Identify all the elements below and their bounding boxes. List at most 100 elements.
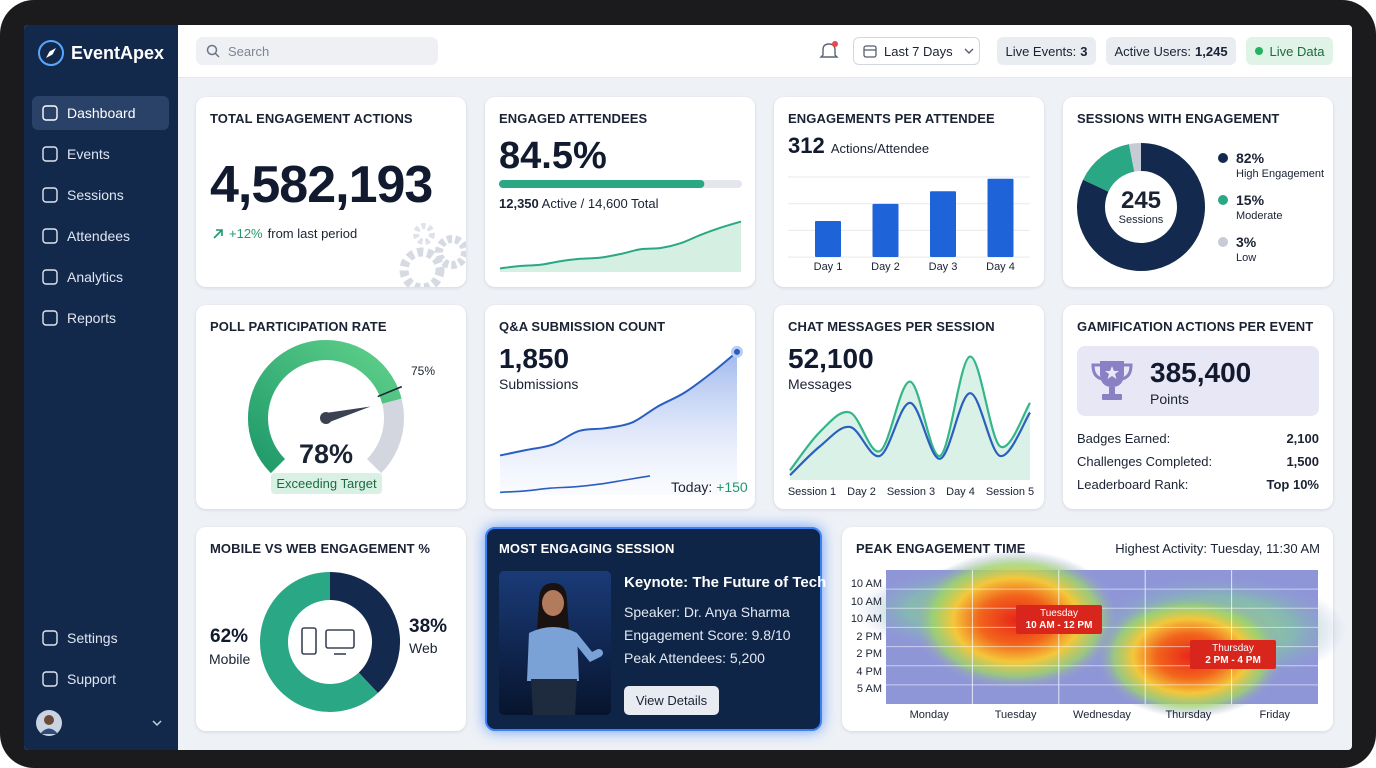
qa-unit: Submissions xyxy=(499,376,579,392)
avatar-head xyxy=(44,715,54,725)
trophy-base xyxy=(1102,394,1122,400)
nav-item[interactable]: Reports xyxy=(32,301,169,335)
donut-segment xyxy=(1083,144,1136,193)
card-chat: CHAT MESSAGES PER SESSION Session 1 Day 2… xyxy=(774,305,1044,509)
screen: EventApex Dashboard Events Sessions Attende… xyxy=(24,25,1352,750)
today-label: Today: xyxy=(671,479,713,495)
nav-item[interactable]: Dashboard xyxy=(32,96,169,130)
view-details-button[interactable]: View Details xyxy=(624,686,719,715)
avatar[interactable] xyxy=(36,710,62,736)
nav-label: Analytics xyxy=(67,269,124,285)
chip-label: Live Events: xyxy=(1005,43,1077,59)
bar xyxy=(872,203,899,257)
card-sessions: SESSIONS WITH ENGAGEMENT 245 Sessions 82… xyxy=(1063,97,1333,287)
card-per-attendee: ENGAGEMENTS PER ATTENDEE 312 Actions/Att… xyxy=(774,97,1044,287)
stat-label: Challenges Completed: xyxy=(1077,454,1213,469)
nav-item[interactable]: Events xyxy=(32,137,169,171)
live-data-chip: Live Data xyxy=(1246,37,1333,65)
target-label: 75% xyxy=(411,364,435,378)
card-qa: Q&A SUBMISSION COUNT 1,850 Submissions T… xyxy=(485,305,755,509)
y-tick-label: 10 AM xyxy=(850,578,882,590)
trousers xyxy=(531,679,577,715)
legend-label: High Engagement xyxy=(1236,168,1325,180)
bell-icon[interactable] xyxy=(819,41,839,61)
up-arrow-path xyxy=(213,228,223,239)
x-tick-label: Session 5 xyxy=(986,486,1034,498)
card-title: GAMIFICATION ACTIONS PER EVENT xyxy=(1077,319,1314,334)
stat-value: 1,500 xyxy=(1286,454,1319,469)
web-value: 38% xyxy=(409,616,448,637)
bar xyxy=(987,178,1014,257)
x-tick-label: Thursday xyxy=(1165,709,1212,721)
wave-line xyxy=(789,355,1031,472)
change-note: from last period xyxy=(267,226,358,241)
monitor-icon xyxy=(325,629,355,649)
y-tick-label: 10 AM xyxy=(850,595,882,608)
card-title: POLL PARTICIPATION RATE xyxy=(210,319,387,334)
qa-today: Today: +150 xyxy=(671,479,748,495)
bell-dot xyxy=(832,41,838,47)
bar xyxy=(930,191,956,257)
card-title: ENGAGED ATTENDEES xyxy=(499,111,648,126)
sparkline-line xyxy=(499,220,742,270)
per-attendee-value: 312 Actions/Attendee xyxy=(788,133,929,159)
hotspot-time: 2 PM - 4 PM xyxy=(1205,655,1261,666)
legend-dot-circle xyxy=(1218,237,1228,247)
x-tick-label: Friday xyxy=(1259,709,1291,721)
search-box[interactable]: Search xyxy=(196,37,438,65)
card-engaged: ENGAGED ATTENDEES 84.5% 12,350 Active / … xyxy=(485,97,755,287)
x-tick-label: Monday xyxy=(909,709,949,721)
gear xyxy=(413,223,435,245)
card-title: MOBILE VS WEB ENGAGEMENT % xyxy=(210,541,431,556)
legend-dot xyxy=(1218,237,1228,247)
nav-item[interactable]: Support xyxy=(32,662,169,696)
x-tick-label: Day 3 xyxy=(929,261,958,273)
nav-item[interactable]: Analytics xyxy=(32,260,169,294)
search-placeholder: Search xyxy=(228,43,270,59)
sparkline-area xyxy=(500,221,741,272)
nav-icon-shape xyxy=(42,310,58,326)
legend-dot xyxy=(1218,195,1228,205)
nav-icon-shape xyxy=(42,269,58,285)
brand: EventApex xyxy=(71,43,165,63)
nav-label: Reports xyxy=(67,310,117,326)
x-tick-label: Session 1 xyxy=(788,486,836,498)
date-chevron-path xyxy=(964,48,974,54)
legend-label: Low xyxy=(1236,252,1257,264)
nav-icon xyxy=(42,105,58,121)
search-icon xyxy=(206,44,220,58)
face xyxy=(542,590,564,616)
card-title: Q&A SUBMISSION COUNT xyxy=(499,319,666,334)
wave-line xyxy=(789,392,1031,476)
nav-icon-shape xyxy=(42,228,58,244)
gauge-needle xyxy=(324,406,371,423)
logo-icon xyxy=(38,40,64,66)
legend-dot-circle xyxy=(1218,153,1228,163)
progress-fill xyxy=(499,180,705,188)
chip-label: Active Users: xyxy=(1114,43,1192,59)
date-range[interactable]: Last 7 Days xyxy=(853,37,980,65)
sessions-total: 245 xyxy=(1120,187,1162,214)
live-events-chip: Live Events: 3 xyxy=(997,37,1096,65)
device-icons xyxy=(301,627,355,655)
hotspot-day: Thursday xyxy=(1212,643,1254,654)
y-tick-label: 4 PM xyxy=(856,665,882,678)
nav-item[interactable]: Settings xyxy=(32,621,169,655)
nav-icon-shape xyxy=(42,105,58,121)
calendar-icon xyxy=(863,45,877,58)
nav-item[interactable]: Sessions xyxy=(32,178,169,212)
logo-needle xyxy=(46,48,56,58)
hotspot-label: Tuesday 10 AM - 12 PM xyxy=(1016,605,1102,634)
search-handle xyxy=(214,52,220,58)
shirt xyxy=(527,627,579,681)
nav-item[interactable]: Attendees xyxy=(32,219,169,253)
x-tick-label: Day 4 xyxy=(986,261,1015,273)
x-tick-label: Tuesday xyxy=(994,709,1037,721)
engaged-detail: 12,350 Active / 14,600 Total xyxy=(499,196,659,211)
date-range-label: Last 7 Days xyxy=(884,43,953,59)
engaged-value: 84.5% xyxy=(499,135,607,177)
hotspot-time: 10 AM - 12 PM xyxy=(1025,620,1093,631)
hotspot-label: Thursday 2 PM - 4 PM xyxy=(1190,640,1276,669)
